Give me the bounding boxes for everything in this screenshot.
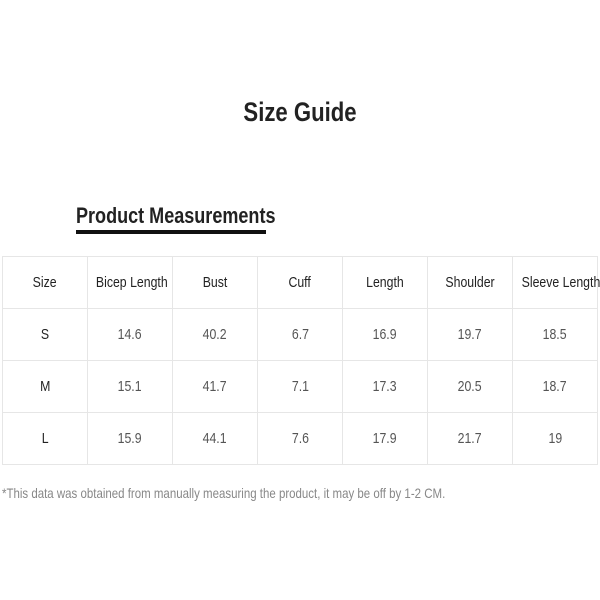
cell-text: 17.3 <box>373 378 397 395</box>
cell-text: 15.9 <box>118 430 142 447</box>
table-row: M 15.1 41.7 7.1 17.3 20.5 18.7 <box>2 360 598 413</box>
size-cell: M <box>2 360 88 413</box>
column-header: Shoulder <box>427 256 513 309</box>
cell-text: 7.1 <box>291 378 309 395</box>
cell-text: M <box>39 378 51 395</box>
section-title-text: Product Measurements <box>76 203 276 228</box>
cell-text: Bust <box>202 274 228 291</box>
cell-text: 18.5 <box>543 326 567 343</box>
cell-text: 21.7 <box>458 430 482 447</box>
cell-text: 19 <box>548 430 562 447</box>
column-header: Size <box>2 256 88 309</box>
table-cell: 16.9 <box>342 308 428 361</box>
page-title: Size Guide <box>0 97 600 128</box>
table-cell: 44.1 <box>172 412 258 465</box>
table-cell: 41.7 <box>172 360 258 413</box>
cell-text: Size <box>33 274 57 291</box>
table-cell: 6.7 <box>257 308 343 361</box>
cell-text: 41.7 <box>203 378 227 395</box>
table-row: S 14.6 40.2 6.7 16.9 19.7 18.5 <box>2 308 598 361</box>
cell-text: Length <box>366 274 404 291</box>
column-header: Sleeve Length <box>512 256 600 309</box>
table-cell: 17.9 <box>342 412 428 465</box>
cell-text: Cuff <box>288 274 312 291</box>
cell-text: 19.7 <box>458 326 482 343</box>
table-cell: 19.7 <box>427 308 513 361</box>
cell-text: Shoulder <box>445 274 495 291</box>
cell-text: L <box>41 430 49 447</box>
column-header: Bicep Length <box>87 256 173 309</box>
table-cell: 15.1 <box>87 360 173 413</box>
measurements-table: Size Bicep Length Bust Cuff Length Shoulder Sl… <box>2 256 600 465</box>
table-cell: 20.5 <box>427 360 513 413</box>
cell-text: 16.9 <box>373 326 397 343</box>
cell-text: Sleeve Length <box>521 274 600 291</box>
section-title: Product Measurements <box>76 203 319 229</box>
table-cell: 15.9 <box>87 412 173 465</box>
cell-text: 14.6 <box>118 326 142 343</box>
column-header: Length <box>342 256 428 309</box>
page-title-text: Size Guide <box>243 97 357 127</box>
table-cell: 7.1 <box>257 360 343 413</box>
cell-text: 18.7 <box>543 378 567 395</box>
column-header: Bust <box>172 256 258 309</box>
table-row: L 15.9 44.1 7.6 17.9 21.7 19 <box>2 412 598 465</box>
cell-text: S <box>40 326 50 343</box>
cell-text: 20.5 <box>458 378 482 395</box>
cell-text: 7.6 <box>291 430 309 447</box>
table-cell: 40.2 <box>172 308 258 361</box>
cell-text: 44.1 <box>203 430 227 447</box>
table-cell: 17.3 <box>342 360 428 413</box>
table-cell: 21.7 <box>427 412 513 465</box>
table-header-row: Size Bicep Length Bust Cuff Length Shoulder Sl… <box>2 256 600 309</box>
cell-text: 15.1 <box>118 378 142 395</box>
cell-text: 6.7 <box>291 326 309 343</box>
size-cell: S <box>2 308 88 361</box>
measurement-note-text: *This data was obtained from manually me… <box>2 485 446 501</box>
cell-text: 17.9 <box>373 430 397 447</box>
table-cell: 18.7 <box>512 360 598 413</box>
table-cell: 14.6 <box>87 308 173 361</box>
section-title-underline <box>76 230 266 234</box>
size-cell: L <box>2 412 88 465</box>
cell-text: Bicep Length <box>95 274 168 291</box>
table-cell: 18.5 <box>512 308 598 361</box>
measurement-note: *This data was obtained from manually me… <box>2 485 543 501</box>
cell-text: 40.2 <box>203 326 227 343</box>
table-cell: 19 <box>512 412 598 465</box>
column-header: Cuff <box>257 256 343 309</box>
table-cell: 7.6 <box>257 412 343 465</box>
